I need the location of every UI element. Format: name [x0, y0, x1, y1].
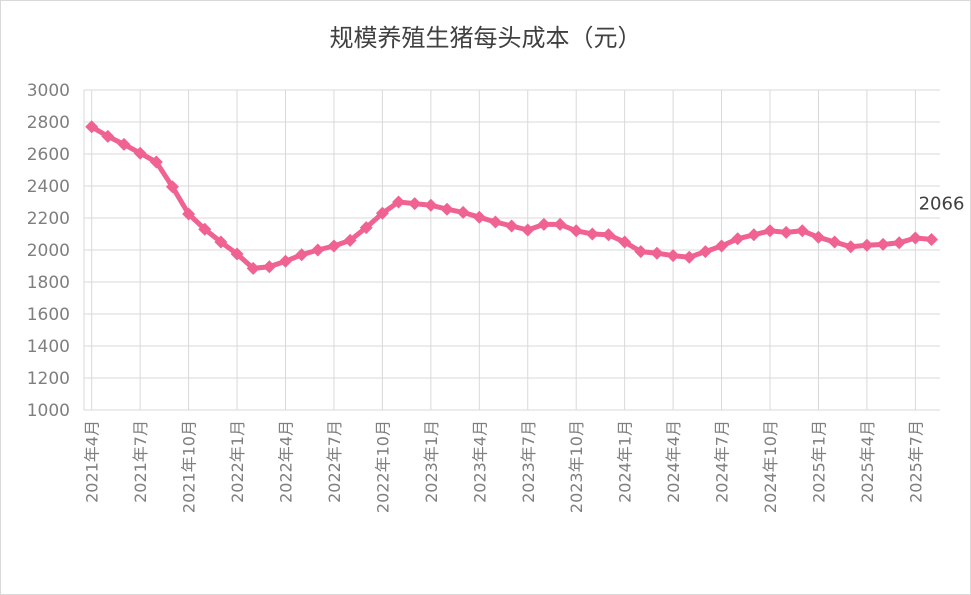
- data-point: [908, 231, 922, 245]
- data-point: [472, 210, 486, 224]
- y-tick-label: 2600: [27, 145, 70, 165]
- data-point: [214, 235, 228, 249]
- data-label: 2066: [919, 193, 965, 214]
- data-point: [569, 224, 583, 238]
- data-labels: 2066: [919, 193, 965, 214]
- data-point: [165, 180, 179, 194]
- x-axis-ticks: 2021年4月 2021年7月 2021年10月 2022年1月 2022年4月 2022…: [83, 420, 926, 513]
- data-point: [731, 232, 745, 246]
- x-tick-label: 2021年7月: [131, 420, 150, 503]
- x-tick-label: 2022年4月: [277, 420, 296, 503]
- data-point: [844, 240, 858, 254]
- y-tick-label: 3000: [27, 81, 70, 101]
- data-point: [230, 247, 244, 261]
- data-point: [424, 198, 438, 212]
- x-tick-label: 2024年7月: [713, 420, 732, 503]
- data-point: [715, 239, 729, 253]
- data-point: [359, 221, 373, 235]
- data-point: [117, 137, 131, 151]
- data-point: [585, 227, 599, 241]
- data-point: [521, 223, 535, 237]
- gridlines: [84, 89, 940, 410]
- data-point: [925, 232, 938, 246]
- x-tick-label: 2025年4月: [858, 420, 877, 503]
- x-tick-label: 2024年1月: [616, 420, 635, 503]
- x-tick-label: 2023年1月: [422, 420, 441, 503]
- data-point: [779, 225, 793, 239]
- data-point: [262, 260, 276, 274]
- data-point: [246, 261, 260, 275]
- data-point: [440, 202, 454, 216]
- series-line: [90, 124, 932, 271]
- data-point: [553, 217, 567, 231]
- x-tick-label: 2024年4月: [664, 420, 683, 503]
- x-tick-label: 2021年10月: [180, 420, 199, 513]
- data-point: [666, 249, 680, 263]
- data-point: [602, 228, 615, 242]
- x-tick-label: 2025年7月: [906, 420, 925, 503]
- data-point: [634, 245, 648, 259]
- data-point: [408, 197, 422, 211]
- data-point: [505, 219, 519, 233]
- data-point: [892, 236, 906, 250]
- x-tick-label: 2022年7月: [325, 420, 344, 503]
- y-tick-label: 2800: [27, 113, 70, 133]
- data-point: [650, 246, 664, 260]
- data-point: [747, 228, 761, 242]
- data-point: [828, 235, 842, 249]
- y-tick-label: 2000: [27, 241, 70, 261]
- chart-title: 规模养殖生猪每头成本（元）: [329, 24, 642, 52]
- data-point: [860, 238, 874, 252]
- x-tick-label: 2023年10月: [567, 420, 586, 513]
- x-tick-label: 2022年1月: [228, 420, 247, 503]
- y-tick-label: 2400: [27, 177, 70, 197]
- x-tick-label: 2024年10月: [761, 420, 780, 513]
- data-point: [537, 217, 551, 231]
- data-point: [343, 233, 357, 247]
- axes: [83, 90, 940, 411]
- series-cost: [85, 120, 938, 275]
- data-point: [795, 224, 809, 238]
- data-point: [811, 230, 825, 244]
- data-point: [456, 205, 470, 219]
- data-point: [618, 235, 632, 249]
- data-point: [311, 243, 325, 257]
- y-axis-ticks: 1000 1200 1400 1600 1800 2000 2200 2400 2600 2800…: [27, 81, 70, 421]
- y-tick-label: 1000: [27, 401, 70, 421]
- x-tick-label: 2021年4月: [83, 420, 102, 503]
- y-tick-label: 1600: [27, 305, 70, 325]
- data-point: [488, 215, 502, 229]
- data-point: [182, 207, 196, 221]
- y-tick-label: 1400: [27, 337, 70, 357]
- data-point: [295, 248, 309, 262]
- data-point: [198, 222, 212, 236]
- data-point: [375, 206, 389, 220]
- y-tick-label: 2200: [27, 209, 70, 229]
- data-point: [279, 254, 292, 268]
- y-tick-label: 1200: [27, 369, 70, 389]
- data-point: [876, 237, 890, 251]
- data-point: [698, 245, 712, 259]
- data-point: [327, 239, 341, 253]
- data-point: [682, 250, 696, 264]
- data-point: [101, 129, 115, 143]
- data-point: [392, 195, 406, 209]
- x-tick-label: 2025年1月: [809, 420, 828, 503]
- x-tick-label: 2023年7月: [519, 420, 538, 503]
- data-point: [85, 120, 99, 134]
- x-tick-label: 2022年10月: [373, 420, 392, 513]
- y-tick-label: 1800: [27, 273, 70, 293]
- x-tick-label: 2023年4月: [470, 420, 489, 503]
- data-point: [763, 224, 777, 238]
- data-point: [133, 146, 147, 160]
- data-point: [149, 155, 163, 169]
